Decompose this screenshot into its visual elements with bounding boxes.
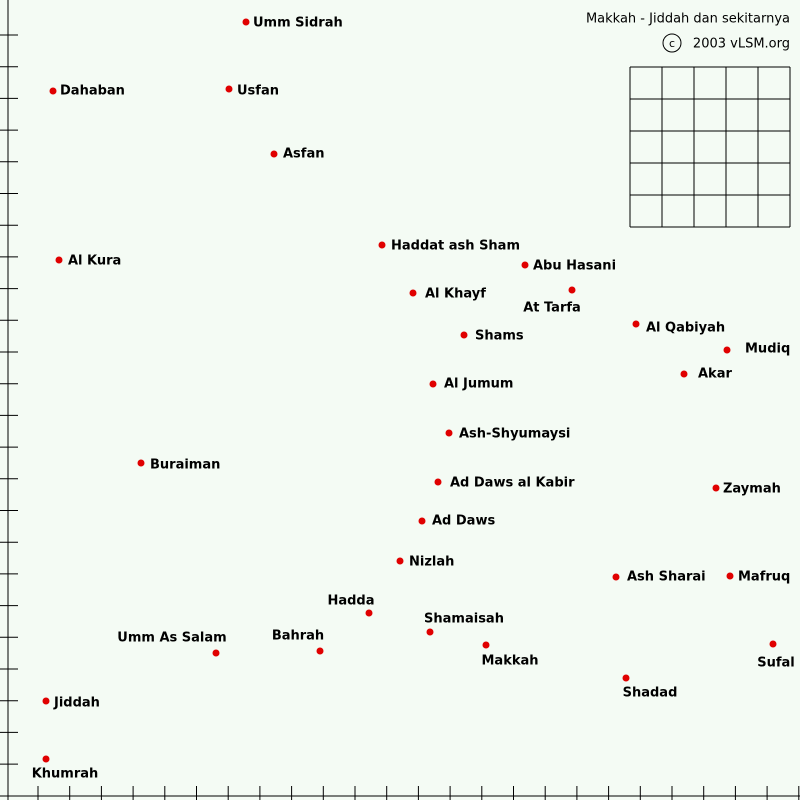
place-label: At Tarfa — [523, 301, 581, 316]
place-marker — [270, 150, 278, 158]
place-label: Mudiq — [745, 342, 790, 357]
place-label: Hadda — [327, 594, 374, 609]
place-marker — [723, 346, 731, 354]
place-marker — [42, 755, 50, 763]
place-label: Haddat ash Sham — [391, 239, 520, 254]
place-marker — [55, 256, 63, 264]
place-label: Usfan — [237, 84, 279, 99]
place-label: Umm As Salam — [117, 631, 226, 646]
place-label: Ash Sharai — [627, 570, 706, 585]
place-label: Buraiman — [150, 458, 220, 473]
place-marker — [49, 87, 57, 95]
place-marker — [316, 647, 324, 655]
copyright-c: c — [669, 37, 675, 50]
place-label: Ad Daws — [432, 514, 495, 529]
place-marker — [445, 429, 453, 437]
place-label: Akar — [698, 367, 732, 382]
place-marker — [378, 241, 386, 249]
place-label: Jiddah — [53, 696, 100, 711]
place-marker — [42, 697, 50, 705]
place-label: Bahrah — [272, 629, 324, 644]
place-marker — [365, 609, 373, 617]
place-marker — [225, 85, 233, 93]
place-label: Al Qabiyah — [646, 321, 725, 336]
place-label: Ash-Shyumaysi — [459, 427, 570, 442]
place-marker — [632, 320, 640, 328]
place-marker — [396, 557, 404, 565]
place-label: Abu Hasani — [533, 259, 616, 274]
place-marker — [426, 628, 434, 636]
place-marker — [769, 640, 777, 648]
place-label: Mafruq — [738, 570, 790, 585]
place-marker — [460, 331, 468, 339]
place-marker — [521, 261, 529, 269]
copyright: 2003 vLSM.org — [693, 37, 790, 52]
place-label: Makkah — [481, 654, 538, 669]
place-label: Sufal — [757, 656, 795, 671]
scale-grid — [629, 66, 791, 228]
place-label: Shadad — [623, 686, 678, 701]
place-marker — [622, 674, 630, 682]
place-label: Al Jumum — [444, 377, 513, 392]
place-label: Nizlah — [409, 555, 454, 570]
copyright-symbol — [662, 33, 682, 53]
place-marker — [242, 18, 250, 26]
place-label: Al Kura — [68, 254, 121, 269]
place-marker — [568, 286, 576, 294]
place-label: Asfan — [283, 147, 324, 162]
place-marker — [482, 641, 490, 649]
place-marker — [712, 484, 720, 492]
place-marker — [680, 370, 688, 378]
place-label: Zaymah — [723, 482, 781, 497]
place-marker — [137, 459, 145, 467]
places: Umm Sidrah Dahaban Usfan Asfan Haddat ash Sh… — [32, 16, 795, 782]
place-marker — [212, 649, 220, 657]
place-label: Umm Sidrah — [253, 16, 343, 31]
place-marker — [612, 573, 620, 581]
map-title: Makkah - Jiddah dan sekitarnya — [586, 12, 790, 27]
place-label: Shamaisah — [424, 612, 504, 627]
place-label: Al Khayf — [425, 287, 486, 302]
place-label: Ad Daws al Kabir — [450, 476, 575, 491]
place-marker — [434, 478, 442, 486]
place-label: Khumrah — [32, 767, 99, 782]
place-marker — [429, 380, 437, 388]
place-label: Shams — [475, 329, 524, 344]
place-marker — [418, 517, 426, 525]
place-marker — [726, 572, 734, 580]
place-label: Dahaban — [60, 84, 125, 99]
place-marker — [409, 289, 417, 297]
